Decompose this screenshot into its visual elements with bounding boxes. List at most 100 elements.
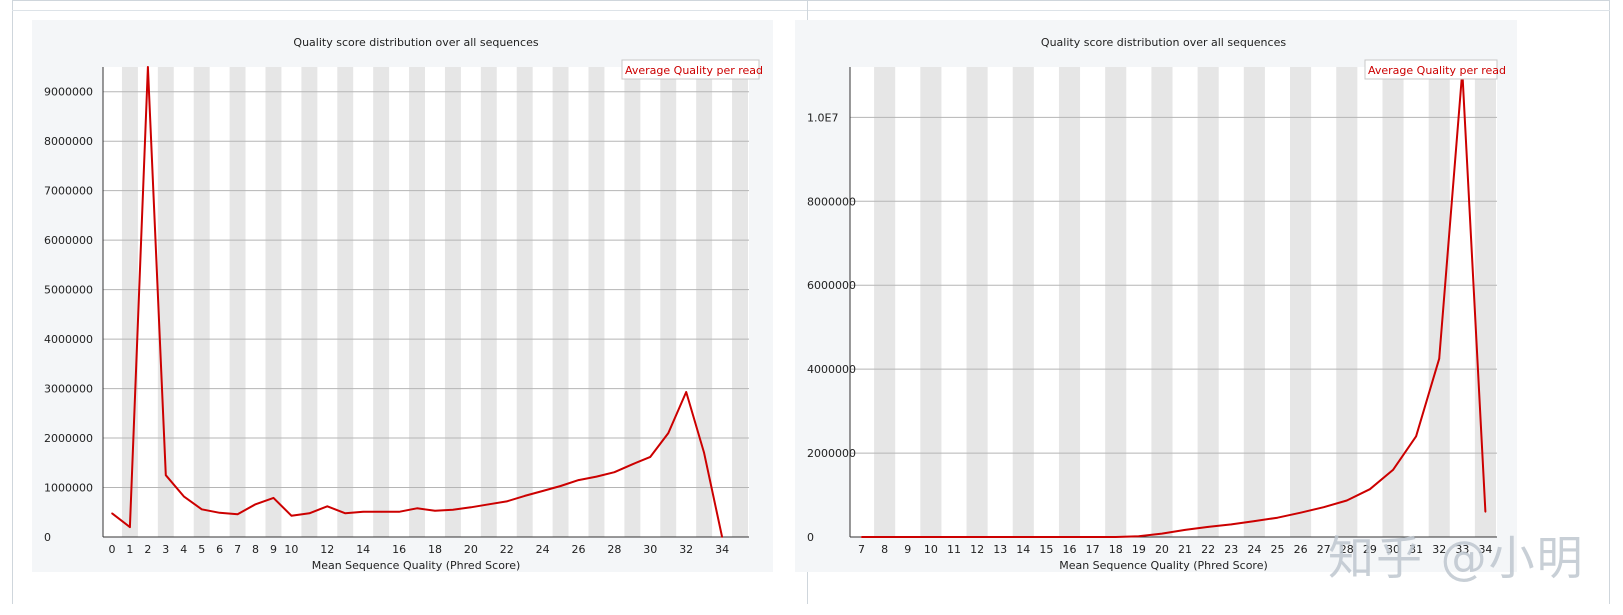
data-point — [930, 536, 932, 538]
x-tick-label: 21 — [1178, 543, 1192, 556]
y-tick-label: 5000000 — [44, 284, 93, 297]
x-tick-label: 20 — [1155, 543, 1169, 556]
data-point — [326, 505, 329, 508]
quality-band — [1243, 67, 1265, 537]
data-point — [1114, 536, 1117, 538]
quality-band — [480, 67, 497, 537]
x-tick-label: 24 — [536, 543, 550, 556]
quality-band — [516, 67, 533, 537]
chart-title: Quality score distribution over all sequ… — [1041, 36, 1286, 49]
x-tick-label: 7 — [234, 543, 241, 556]
y-tick-label: 4000000 — [807, 363, 856, 376]
quality-band — [157, 67, 174, 537]
data-point — [236, 513, 239, 516]
data-point — [1068, 536, 1071, 538]
x-tick-label: 12 — [320, 543, 334, 556]
quality-band — [444, 67, 461, 537]
data-point — [559, 485, 562, 487]
y-tick-label: 0 — [44, 531, 51, 544]
legend-box — [1364, 59, 1498, 80]
data-point — [182, 495, 185, 498]
left-panel: 0 1000000 2000000 3000000 4000000 5000000 6000… — [13, 11, 807, 604]
x-tick-label: 33 — [1455, 543, 1469, 556]
x-tick-label: 2 — [144, 543, 151, 556]
y-tick-label: 9000000 — [44, 86, 93, 99]
y-tick-label: 1000000 — [44, 482, 93, 495]
x-tick-label: 10 — [284, 543, 298, 556]
data-point — [129, 526, 131, 528]
quality-band — [337, 67, 354, 537]
data-point — [1369, 488, 1371, 490]
data-point — [1091, 536, 1094, 538]
plot-area — [103, 67, 749, 537]
x-axis-label: Mean Sequence Quality (Phred Score) — [312, 559, 521, 572]
quality-band — [1012, 67, 1034, 537]
x-tick-label: 18 — [1109, 543, 1123, 556]
x-tick-label: 30 — [1386, 543, 1400, 556]
quality-band — [1428, 67, 1450, 537]
data-point — [1161, 532, 1163, 535]
x-tick-label: 4 — [180, 543, 187, 556]
right-panel: 0 2000000 4000000 6000000 8000000 1.0E7 7 8 9 10 1… — [795, 11, 1609, 604]
x-tick-label: 28 — [1340, 543, 1354, 556]
quality-band — [1058, 67, 1081, 537]
series-line — [861, 70, 1487, 538]
x-tick-label: 26 — [1294, 543, 1308, 556]
data-point — [883, 536, 886, 538]
x-tick-label: 28 — [607, 543, 621, 556]
data-point — [953, 536, 955, 538]
quality-band — [624, 67, 641, 537]
y-tick-label: 2000000 — [807, 447, 856, 460]
data-point — [272, 497, 275, 499]
x-tick-label: 24 — [1247, 543, 1261, 556]
data-point — [218, 511, 221, 514]
data-point — [254, 503, 257, 506]
x-axis-label: Mean Sequence Quality (Phred Score) — [1059, 559, 1268, 572]
data-point — [667, 432, 670, 434]
x-tick-label: 5 — [198, 543, 205, 556]
data-point — [1438, 357, 1441, 360]
data-point — [631, 463, 634, 466]
data-point — [308, 512, 311, 515]
x-tick-label: 29 — [1363, 543, 1377, 556]
right-chart-card: 0 2000000 4000000 6000000 8000000 1.0E7 7 8 9 10 1… — [795, 20, 1517, 572]
x-tick-label: 9 — [904, 543, 911, 556]
data-point — [416, 507, 418, 510]
data-point — [1484, 511, 1487, 513]
data-point — [595, 475, 598, 478]
data-point — [860, 536, 863, 538]
data-point — [1207, 526, 1209, 528]
watermark-text: 知乎 @小明 — [1328, 531, 1585, 585]
x-tick-label: 32 — [1432, 543, 1446, 556]
x-tick-label: 25 — [1270, 543, 1284, 556]
x-tick-label: 34 — [1478, 543, 1492, 556]
quality-band — [409, 67, 425, 537]
data-point — [1322, 506, 1325, 509]
quality-band — [373, 67, 390, 537]
right-quality-chart: 0 2000000 4000000 6000000 8000000 1.0E7 7 8 9 10 1… — [807, 36, 1506, 572]
chart-title: Quality score distribution over all sequ… — [293, 36, 538, 49]
x-tick-label: 16 — [392, 543, 406, 556]
top-border — [12, 10, 1610, 11]
quality-band — [552, 67, 569, 537]
quality-band — [1474, 67, 1496, 537]
data-point — [452, 508, 454, 511]
quality-band — [1290, 67, 1312, 537]
quality-band — [1382, 67, 1404, 537]
x-tick-label: 31 — [1409, 543, 1423, 556]
x-tick-label: 17 — [1086, 543, 1100, 556]
quality-band — [696, 67, 713, 537]
y-tick-label: 4000000 — [44, 333, 93, 346]
data-point — [999, 536, 1001, 538]
x-tick-label: 19 — [1132, 543, 1146, 556]
y-tick-label: 8000000 — [807, 195, 856, 208]
data-point — [470, 506, 472, 509]
data-point — [488, 503, 490, 506]
quality-band — [193, 67, 210, 537]
x-tick-label: 12 — [970, 543, 984, 556]
data-point — [1415, 435, 1417, 438]
data-point — [685, 391, 687, 393]
quality-band — [265, 67, 282, 537]
y-tick-label: 6000000 — [807, 279, 856, 292]
data-point — [1230, 523, 1233, 526]
